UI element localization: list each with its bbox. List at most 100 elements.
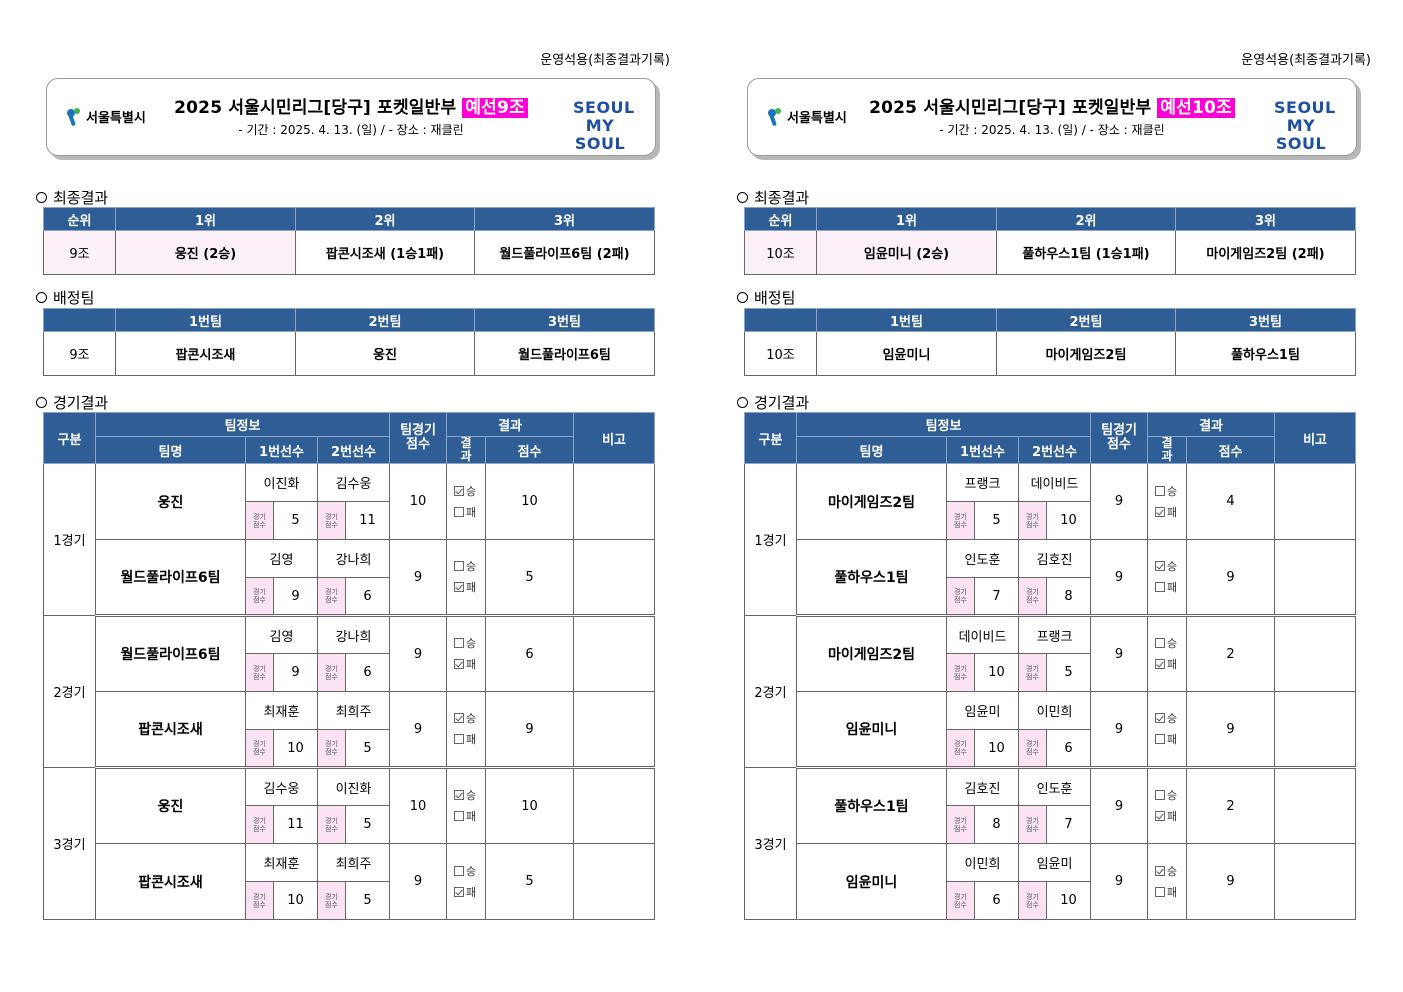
player2-score: 6 [344, 653, 391, 692]
team-name-cell: 팝콘시조새 [95, 843, 246, 920]
group-cell: 9조 [43, 230, 116, 275]
player2-name: 강나희 [316, 539, 391, 578]
player1-name: 프랭크 [946, 463, 1019, 502]
win-checkbox[interactable]: 승 [1155, 785, 1186, 806]
seoul-logo-text: 서울특별시 [86, 111, 146, 126]
score-label: 경기 점수 [317, 805, 346, 844]
score-label: 경기 점수 [946, 805, 975, 844]
checkbox-icon [1155, 582, 1166, 592]
loss-checkbox[interactable]: 패 [1155, 806, 1186, 827]
score-cell: 5 [485, 539, 575, 617]
score-label: 경기 점수 [1018, 805, 1047, 844]
win-checkbox[interactable]: 승 [454, 785, 485, 806]
player1-name: 이진화 [245, 463, 318, 502]
note-cell [573, 691, 656, 769]
player1-name: 이민희 [946, 843, 1019, 882]
table-row: 9조 팝콘시조새 웅진 월드풀라이프6팀 [43, 331, 655, 376]
player1-score: 7 [974, 577, 1019, 617]
win-checkbox[interactable]: 승 [1155, 556, 1186, 577]
checkbox-icon [454, 561, 465, 571]
team-name-cell: 마이게임즈2팀 [796, 463, 947, 540]
loss-checkbox[interactable]: 패 [1155, 654, 1186, 675]
player1-score: 10 [974, 729, 1019, 769]
page-subtitle: - 기간 : 2025. 4. 13. (일) / - 장소 : 재클린 [939, 123, 1165, 137]
win-label: 승 [1167, 789, 1178, 802]
player2-score: 5 [344, 729, 391, 769]
win-checkbox[interactable]: 승 [1155, 861, 1186, 882]
player2-score: 10 [1045, 881, 1092, 920]
team-name-cell: 월드풀라이프6팀 [95, 539, 246, 617]
checkbox-icon [454, 865, 465, 876]
note-header: 비고 [1274, 412, 1357, 464]
category-header: 구분 [744, 412, 797, 464]
player1-name: 김영 [245, 539, 318, 578]
score-label: 경기 점수 [946, 729, 975, 769]
match-results-heading: 경기결과 [737, 392, 809, 413]
left-group-sheet: 운영석용(최종결과기록) 서울특별시 2025 서울시민리그[당구] 포켓일반부… [36, 0, 676, 992]
team-name-cell: 월드풀라이프6팀 [95, 615, 246, 692]
win-checkbox[interactable]: 승 [1155, 481, 1186, 502]
loss-checkbox[interactable]: 패 [1155, 577, 1186, 598]
team-name-cell: 웅진 [95, 767, 246, 844]
win-loss-cell: 승 패 [1147, 767, 1188, 844]
win-loss-cell: 승 패 [446, 615, 487, 692]
win-checkbox[interactable]: 승 [1155, 708, 1186, 729]
score-label: 경기 점수 [245, 653, 274, 692]
table-row: 9조 웅진 (2승) 팝콘시조새 (1승1패) 월드풀라이프6팀 (2패) [43, 230, 655, 275]
win-label: 승 [1167, 560, 1178, 573]
score-label: 경기 점수 [317, 729, 346, 769]
assigned-teams-table: 1번팀 2번팀 3번팀 10조 임윤미니 마이게임즈2팀 풀하우스1팀 [744, 308, 1356, 376]
score-cell: 9 [485, 691, 575, 769]
circle-bullet-icon [36, 292, 47, 303]
checkbox-icon [454, 659, 465, 669]
player1-score: 6 [974, 881, 1019, 920]
loss-checkbox[interactable]: 패 [1155, 882, 1186, 903]
win-checkbox[interactable]: 승 [454, 861, 485, 882]
team-name-cell: 팝콘시조새 [95, 691, 246, 769]
loss-checkbox[interactable]: 패 [1155, 502, 1186, 523]
win-loss-cell: 승 패 [446, 843, 487, 920]
column-header: 2위 [996, 207, 1176, 231]
table-row: 1경기 웅진 이진화 김수웅 10 승 패 10 [43, 463, 656, 616]
group-tag: 예선10조 [1157, 98, 1235, 118]
column-header: 3위 [1175, 207, 1356, 231]
player2-score: 5 [344, 881, 391, 920]
team-name-cell: 임윤미니 [796, 691, 947, 769]
win-checkbox[interactable]: 승 [454, 708, 485, 729]
note-cell [1274, 615, 1357, 692]
group-cell: 10조 [744, 331, 817, 376]
team-score-cell: 9 [1090, 539, 1149, 617]
loss-checkbox[interactable]: 패 [454, 806, 485, 827]
seoul-my-soul-logo: SEOUL MY SOUL [1274, 99, 1335, 153]
player1-header: 1번선수 [245, 436, 318, 464]
loss-checkbox[interactable]: 패 [454, 729, 485, 750]
table-row: 1경기 마이게임즈2팀 프랭크 데이비드 9 승 패 4 [744, 463, 1357, 616]
player2-score: 11 [344, 501, 391, 540]
final-results-heading: 최종결과 [737, 187, 809, 208]
note-cell [1274, 539, 1357, 617]
checkbox-icon [454, 811, 465, 821]
final-results-heading: 최종결과 [36, 187, 108, 208]
loss-label: 패 [1167, 658, 1178, 671]
loss-checkbox[interactable]: 패 [454, 577, 485, 598]
column-header: 2번팀 [996, 308, 1176, 332]
score-label: 경기 점수 [317, 577, 346, 617]
loss-checkbox[interactable]: 패 [454, 654, 485, 675]
game-label: 2경기 [744, 615, 797, 768]
table-row: 3경기 풀하우스1팀 김호진 인도훈 9 승 패 2 [744, 767, 1357, 920]
win-checkbox[interactable]: 승 [1155, 633, 1186, 654]
checkbox-icon [1155, 790, 1166, 800]
mysoul-line2: MY SOUL [1275, 116, 1327, 153]
table-row: 팝콘시조새 최재훈 최희주 9 승 패 5 [44, 843, 656, 920]
win-label: 승 [1167, 712, 1178, 725]
win-checkbox[interactable]: 승 [454, 481, 485, 502]
score-header: 점수 [1186, 436, 1276, 464]
win-checkbox[interactable]: 승 [454, 633, 485, 654]
loss-checkbox[interactable]: 패 [1155, 729, 1186, 750]
loss-checkbox[interactable]: 패 [454, 502, 485, 523]
section-title: 배정팀 [754, 289, 796, 307]
group-cell: 9조 [43, 331, 116, 376]
win-checkbox[interactable]: 승 [454, 556, 485, 577]
loss-checkbox[interactable]: 패 [454, 882, 485, 903]
score-label: 경기 점수 [245, 577, 274, 617]
